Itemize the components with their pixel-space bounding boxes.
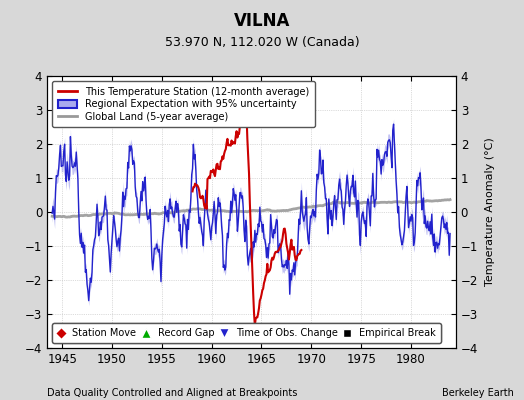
Y-axis label: Temperature Anomaly (°C): Temperature Anomaly (°C) — [485, 138, 495, 286]
Text: Berkeley Earth: Berkeley Earth — [442, 388, 514, 398]
Legend: Station Move, Record Gap, Time of Obs. Change, Empirical Break: Station Move, Record Gap, Time of Obs. C… — [52, 324, 441, 343]
Text: Data Quality Controlled and Aligned at Breakpoints: Data Quality Controlled and Aligned at B… — [47, 388, 298, 398]
Text: VILNA: VILNA — [234, 12, 290, 30]
Text: 53.970 N, 112.020 W (Canada): 53.970 N, 112.020 W (Canada) — [165, 36, 359, 49]
